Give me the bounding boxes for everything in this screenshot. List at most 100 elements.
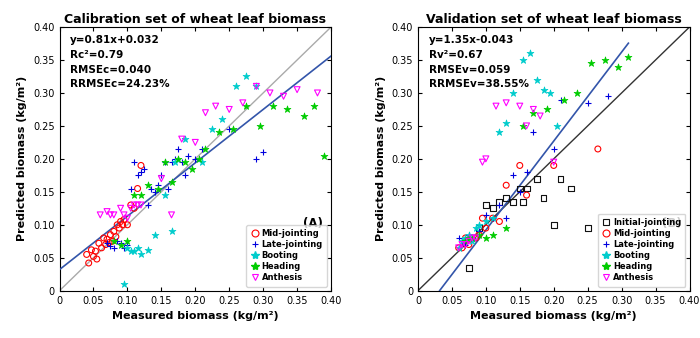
- Point: [480, 235, 491, 241]
- Point: [477, 160, 488, 165]
- Point: [251, 83, 262, 89]
- Point: [251, 156, 262, 162]
- Point: [254, 123, 265, 128]
- Point: [572, 90, 583, 96]
- Point: [166, 160, 177, 165]
- Point: [258, 149, 269, 155]
- Point: [108, 245, 120, 250]
- Point: [467, 235, 478, 241]
- Point: [535, 113, 546, 119]
- Point: [460, 242, 471, 247]
- Point: [473, 232, 484, 237]
- Point: [487, 216, 498, 221]
- Point: [463, 232, 475, 237]
- Point: [473, 232, 484, 237]
- Point: [514, 163, 526, 168]
- Point: [118, 245, 130, 250]
- Point: [176, 136, 188, 142]
- Point: [135, 169, 146, 175]
- Point: [142, 183, 153, 188]
- Point: [528, 130, 539, 135]
- X-axis label: Measured biomass (kg/m²): Measured biomass (kg/m²): [112, 311, 279, 321]
- Point: [115, 219, 126, 224]
- Point: [122, 222, 133, 227]
- Point: [548, 160, 559, 165]
- Point: [599, 57, 610, 63]
- Point: [190, 140, 201, 145]
- Point: [500, 120, 512, 125]
- Point: [500, 183, 512, 188]
- Point: [122, 239, 133, 244]
- Point: [159, 160, 170, 165]
- Point: [132, 173, 144, 178]
- Y-axis label: Predicted biomass (kg/m²): Predicted biomass (kg/m²): [376, 76, 386, 241]
- Point: [105, 212, 116, 218]
- Point: [139, 166, 150, 171]
- Point: [105, 232, 116, 237]
- Point: [517, 199, 528, 204]
- X-axis label: Measured biomass (kg/m²): Measured biomass (kg/m²): [470, 311, 637, 321]
- Point: [118, 281, 130, 287]
- Point: [111, 239, 122, 244]
- Point: [179, 160, 190, 165]
- Point: [132, 245, 144, 250]
- Point: [555, 97, 566, 102]
- Point: [200, 146, 211, 152]
- Point: [118, 217, 130, 222]
- Point: [298, 113, 309, 119]
- Point: [217, 117, 228, 122]
- Point: [155, 176, 167, 181]
- Point: [125, 186, 136, 191]
- Point: [104, 240, 115, 245]
- Point: [166, 179, 177, 185]
- Point: [555, 176, 566, 181]
- Point: [125, 206, 136, 211]
- Point: [179, 173, 190, 178]
- Point: [179, 136, 190, 142]
- Point: [467, 235, 478, 241]
- Title: Calibration set of wheat leaf biomass: Calibration set of wheat leaf biomass: [64, 13, 326, 26]
- Point: [223, 107, 235, 112]
- Point: [473, 225, 484, 231]
- Point: [500, 100, 512, 105]
- Point: [517, 57, 528, 63]
- Point: [612, 64, 624, 69]
- Point: [467, 235, 478, 241]
- Title: Validation set of wheat leaf biomass: Validation set of wheat leaf biomass: [426, 13, 682, 26]
- Point: [153, 186, 164, 191]
- Point: [480, 202, 491, 208]
- Point: [241, 74, 252, 79]
- Point: [470, 235, 482, 241]
- Point: [291, 87, 302, 92]
- Point: [125, 248, 136, 254]
- Point: [153, 183, 164, 188]
- Point: [514, 186, 526, 191]
- Point: [494, 199, 505, 204]
- Point: [93, 241, 104, 246]
- Point: [210, 103, 221, 109]
- Point: [105, 243, 116, 248]
- Point: [456, 245, 468, 250]
- Point: [460, 239, 471, 244]
- Point: [463, 232, 475, 237]
- Point: [125, 202, 136, 208]
- Point: [169, 156, 181, 162]
- Point: [552, 123, 563, 128]
- Point: [146, 186, 157, 191]
- Point: [267, 103, 279, 109]
- Point: [592, 146, 603, 152]
- Point: [102, 209, 113, 214]
- Text: (B): (B): [662, 217, 681, 230]
- Point: [531, 176, 542, 181]
- Point: [538, 196, 549, 201]
- Point: [108, 228, 120, 234]
- Point: [241, 103, 252, 109]
- Text: y=0.81x+0.032
Rc²=0.79
RMSEc=0.040
RRMSEc=24.23%: y=0.81x+0.032 Rc²=0.79 RMSEc=0.040 RRMSE…: [71, 35, 170, 89]
- Point: [122, 242, 133, 247]
- Point: [470, 225, 482, 231]
- Point: [500, 216, 512, 221]
- Point: [115, 241, 126, 246]
- Point: [129, 202, 140, 208]
- Point: [142, 202, 153, 208]
- Point: [514, 103, 526, 109]
